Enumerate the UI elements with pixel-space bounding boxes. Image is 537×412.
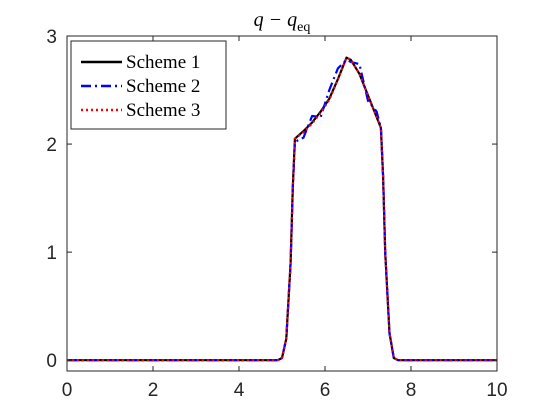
chart-title: q − qeq [254,9,311,35]
legend-label-1: Scheme 1 [126,52,200,73]
x-tick-label: 0 [62,380,73,401]
series-line-3 [67,56,497,362]
y-tick-label: 2 [46,135,57,156]
title-main: q − q [254,9,298,31]
title-subscript: eq [297,20,310,35]
x-tick-label: 4 [234,380,245,401]
ticks-layer: 0 2 4 6 8 10 0 1 2 3 [46,27,507,401]
series-layer [67,56,497,362]
legend: Scheme 1 Scheme 2 Scheme 3 [70,40,227,130]
y-tick-label: 1 [46,243,57,264]
x-tick-label: 10 [486,380,507,401]
x-tick-label: 2 [148,380,159,401]
title-text: q − qeq [254,9,311,35]
legend-label-3: Scheme 3 [126,100,200,121]
legend-label-2: Scheme 2 [126,76,200,97]
x-tick-label: 8 [406,380,417,401]
x-tick-label: 6 [320,380,331,401]
y-tick-label: 3 [46,27,57,48]
y-tick-label: 0 [46,351,57,372]
